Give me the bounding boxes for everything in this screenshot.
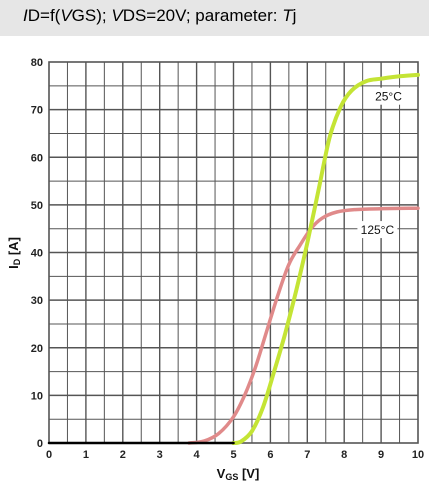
title-vds-part: DS=20V; parameter: <box>122 6 283 25</box>
series-label-bg <box>357 221 398 239</box>
title-t: T <box>282 6 293 25</box>
y-tick-label: 50 <box>31 200 43 212</box>
title-vds-v: V <box>111 6 123 25</box>
y-tick-label: 30 <box>31 295 43 307</box>
series-labels: 25°C 125°C <box>357 87 409 239</box>
x-tick-label: 6 <box>267 449 273 461</box>
chart-title: ID=f(VGS); VDS=20V; parameter: Tj <box>0 0 429 36</box>
series-label-25c: 25°C <box>375 90 402 104</box>
y-tick-label: 60 <box>31 152 43 164</box>
x-tick-label: 9 <box>378 449 384 461</box>
y-axis-label: ID [A] <box>6 237 22 269</box>
series-25c-line <box>231 72 420 445</box>
series-125c-line <box>187 206 420 445</box>
x-tick-label: 10 <box>412 449 424 461</box>
x-tick-label: 5 <box>230 449 236 461</box>
title-vgs-part: GS); <box>71 6 112 25</box>
tick-labels: 0 1 2 3 4 5 6 7 8 9 10 0 10 20 30 40 50 60 70 80 <box>31 57 424 461</box>
y-tick-label: 80 <box>31 57 43 69</box>
x-tick-label: 8 <box>341 449 347 461</box>
x-tick-label: 7 <box>304 449 310 461</box>
title-id-part: D=f( <box>27 6 61 25</box>
y-tick-label: 20 <box>31 343 43 355</box>
y-tick-label: 0 <box>37 438 43 450</box>
y-tick-label: 10 <box>31 390 43 402</box>
x-tick-label: 2 <box>120 449 126 461</box>
title-i: I <box>23 6 28 25</box>
y-tick-label: 70 <box>31 105 43 117</box>
title-tj-part: j <box>292 6 297 25</box>
title-v: V <box>60 6 72 25</box>
grid <box>48 61 419 444</box>
series-label-125c: 125°C <box>361 223 395 237</box>
x-tick-label: 1 <box>83 449 89 461</box>
x-axis-label: VGS [V] <box>217 466 260 482</box>
y-tick-label: 40 <box>31 248 43 260</box>
x-tick-label: 4 <box>194 449 201 461</box>
curves <box>47 72 420 445</box>
series-label-bg <box>368 87 409 105</box>
x-tick-label: 3 <box>157 449 163 461</box>
x-tick-label: 0 <box>46 449 52 461</box>
